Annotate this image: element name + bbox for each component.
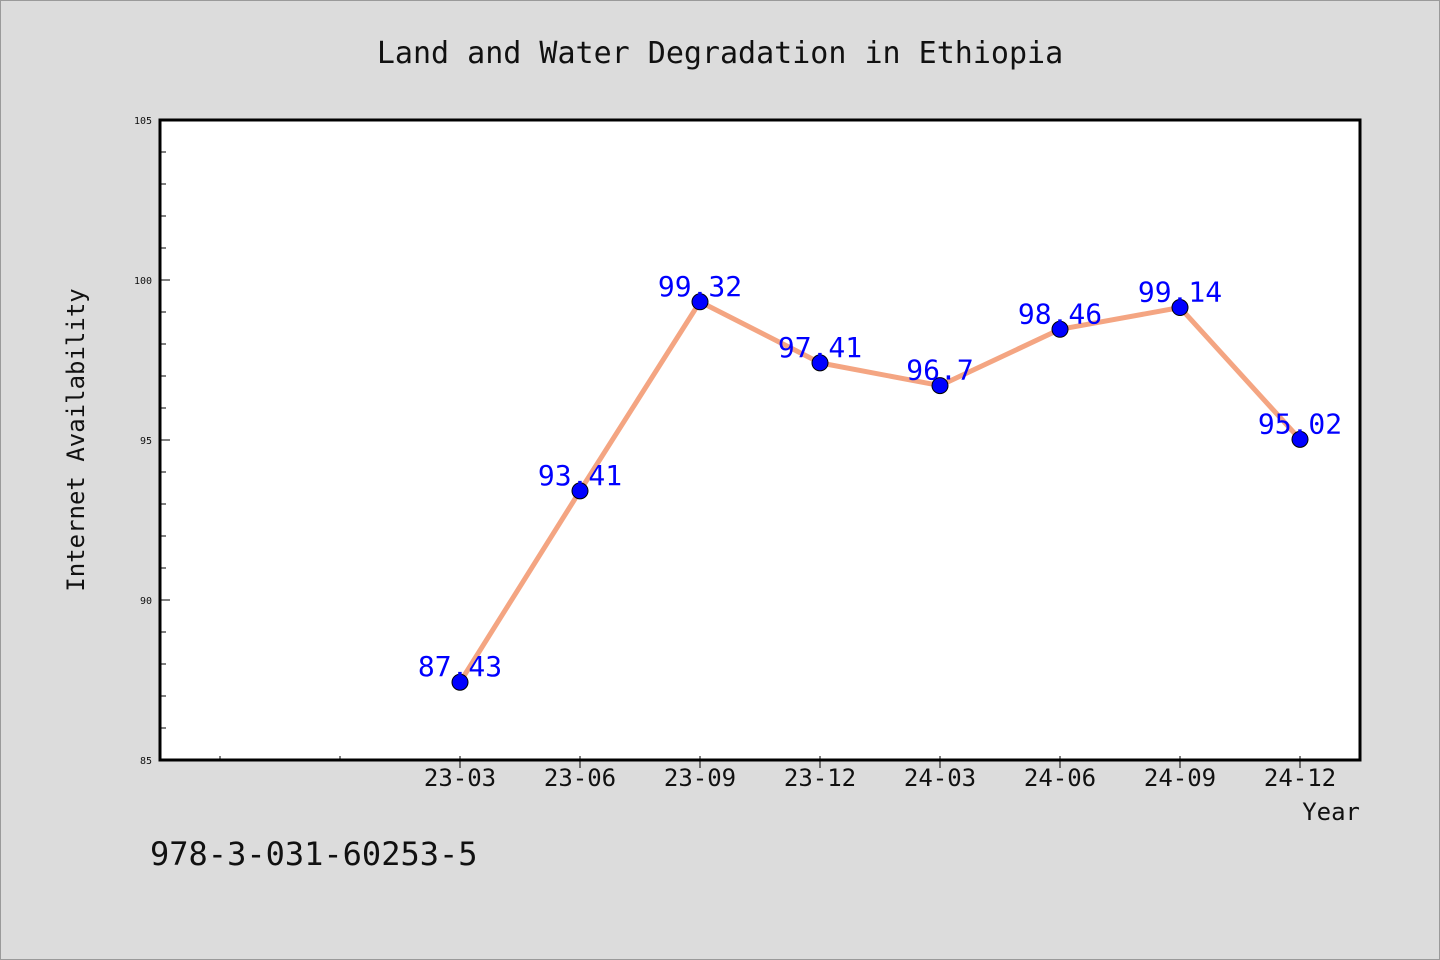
y-tick-label: 105 — [134, 116, 152, 127]
footer-isbn: 978-3-031-60253-5 — [150, 835, 478, 873]
data-point — [931, 377, 949, 395]
data-point — [811, 354, 829, 372]
x-tick-label: 24-12 — [1264, 764, 1336, 792]
y-tick-label: 90 — [140, 596, 152, 607]
x-tick-label: 24-09 — [1144, 764, 1216, 792]
data-label: 96.7 — [906, 354, 973, 387]
series-line — [457, 299, 1302, 684]
series-line-group — [457, 299, 1302, 684]
y-tick-label: 85 — [140, 756, 152, 767]
data-label: 99.14 — [1138, 276, 1222, 309]
x-axis-label: Year — [1302, 798, 1360, 826]
y-axis-ticks: 85 90 95 100 105 — [134, 116, 170, 767]
data-label: 97.41 — [778, 331, 862, 364]
data-labels: 87.43 93.41 99.32 97.41 96.7 98.46 99.14 95.02 — [418, 270, 1342, 683]
plot-area — [158, 118, 1362, 762]
y-axis-label: Internet Availability — [62, 288, 90, 591]
data-label: 93.41 — [538, 459, 622, 492]
data-point — [1171, 299, 1189, 317]
y-tick-label: 100 — [134, 276, 152, 287]
data-point — [1291, 430, 1309, 448]
data-point — [1051, 320, 1069, 338]
x-tick-label: 23-12 — [784, 764, 856, 792]
data-point — [571, 482, 589, 500]
chart-title: Land and Water Degradation in Ethiopia — [377, 36, 1063, 71]
y-tick-label: 95 — [140, 436, 152, 447]
x-axis-ticks: 23-03 23-06 23-09 23-12 24-03 24-06 24-09 24-12 — [219, 756, 1336, 792]
x-tick-label: 23-06 — [544, 764, 616, 792]
data-label: 99.32 — [658, 270, 742, 303]
data-markers — [451, 293, 1309, 691]
x-tick-label: 23-09 — [664, 764, 736, 792]
x-tick-label: 24-03 — [904, 764, 976, 792]
data-label: 87.43 — [418, 650, 502, 683]
data-label: 95.02 — [1258, 407, 1342, 440]
data-point — [451, 673, 469, 691]
data-label: 98.46 — [1018, 297, 1102, 330]
data-point — [691, 293, 709, 311]
x-tick-label: 23-03 — [424, 764, 496, 792]
x-tick-label: 24-06 — [1024, 764, 1096, 792]
